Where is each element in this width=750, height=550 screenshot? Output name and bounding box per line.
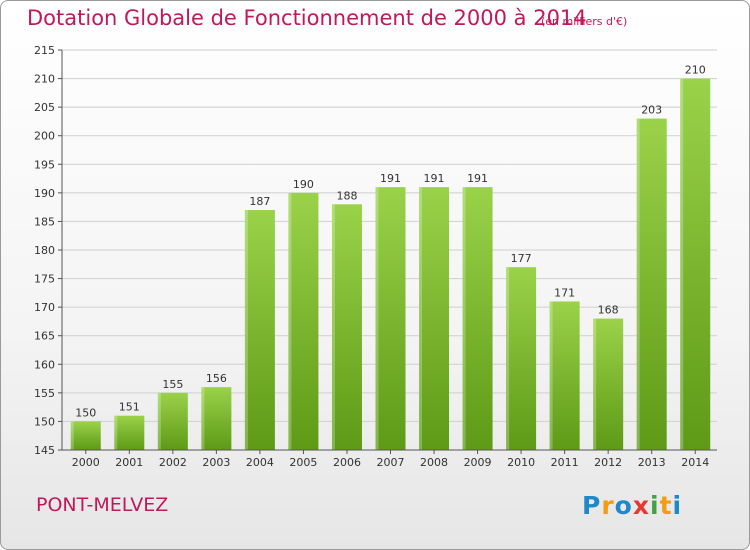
data-label: 177 <box>511 252 532 265</box>
bar-highlight <box>419 187 423 450</box>
bar-highlight <box>70 421 74 450</box>
y-tick-label: 215 <box>34 44 55 57</box>
labels: 145 150 155 160 165 170 175 180 185 190 195 200 205 2… <box>34 44 709 469</box>
x-tick-label: 2006 <box>333 456 361 469</box>
y-tick-label: 180 <box>34 244 55 257</box>
bar <box>201 387 232 450</box>
x-tick-label: 2014 <box>681 456 709 469</box>
chart-title: Dotation Globale de Fonctionnement de 20… <box>27 6 587 30</box>
y-tick-label: 160 <box>34 358 55 371</box>
bar <box>462 187 493 450</box>
bar <box>636 118 667 451</box>
x-tick-label: 2007 <box>377 456 405 469</box>
bar-highlight <box>288 192 292 450</box>
proxiti-logo: Proxiti <box>582 491 682 520</box>
data-label: 150 <box>75 406 96 419</box>
bar <box>331 204 362 450</box>
x-tick-label: 2012 <box>594 456 622 469</box>
y-tick-label: 175 <box>34 273 55 286</box>
y-tick-label: 205 <box>34 101 55 114</box>
bar-highlight <box>506 267 510 450</box>
x-tick-label: 2005 <box>289 456 317 469</box>
data-label: 155 <box>162 378 183 391</box>
bar-highlight <box>375 187 379 450</box>
data-label: 203 <box>641 104 662 117</box>
data-label: 191 <box>424 172 445 185</box>
x-tick-label: 2004 <box>246 456 274 469</box>
bar-highlight <box>593 318 597 450</box>
y-tick-label: 195 <box>34 158 55 171</box>
bar <box>506 267 537 450</box>
bar <box>114 415 145 450</box>
bar <box>549 301 580 450</box>
x-tick-label: 2002 <box>159 456 187 469</box>
bar <box>70 421 101 450</box>
bar-highlight <box>114 415 118 450</box>
y-tick-label: 200 <box>34 130 55 143</box>
bar-highlight <box>636 118 640 451</box>
bar <box>593 318 624 450</box>
bar-highlight <box>549 301 553 450</box>
data-label: 188 <box>336 189 357 202</box>
data-label: 190 <box>293 178 314 191</box>
data-label: 191 <box>380 172 401 185</box>
x-tick-label: 2009 <box>464 456 492 469</box>
y-tick-label: 145 <box>34 444 55 457</box>
y-tick-label: 165 <box>34 330 55 343</box>
commune-name: PONT-MELVEZ <box>36 494 169 516</box>
data-label: 191 <box>467 172 488 185</box>
y-tick-label: 155 <box>34 387 55 400</box>
data-label: 151 <box>119 401 140 414</box>
axes <box>58 49 717 454</box>
bar <box>288 192 319 450</box>
svg-text:Proxiti: Proxiti <box>582 491 682 520</box>
bar <box>419 187 450 450</box>
y-tick-label: 170 <box>34 301 55 314</box>
data-label: 187 <box>249 195 270 208</box>
chart-subtitle: (en milliers d'€) <box>541 15 628 28</box>
data-label: 171 <box>554 286 575 299</box>
y-tick-label: 150 <box>34 415 55 428</box>
bar <box>680 78 711 451</box>
bar-highlight <box>331 204 335 450</box>
bar <box>157 392 188 450</box>
data-label: 168 <box>598 304 619 317</box>
bar-highlight <box>462 187 466 450</box>
y-tick-label: 190 <box>34 187 55 200</box>
bar <box>375 187 406 450</box>
x-tick-label: 2003 <box>202 456 230 469</box>
bars <box>70 78 711 451</box>
x-tick-label: 2008 <box>420 456 448 469</box>
y-tick-label: 185 <box>34 215 55 228</box>
y-tick-label: 210 <box>34 73 55 86</box>
bar <box>244 210 275 450</box>
x-tick-label: 2000 <box>72 456 100 469</box>
x-tick-label: 2011 <box>551 456 579 469</box>
data-label: 156 <box>206 372 227 385</box>
x-tick-label: 2010 <box>507 456 535 469</box>
x-tick-label: 2001 <box>115 456 143 469</box>
x-tick-label: 2013 <box>638 456 666 469</box>
bar-highlight <box>157 392 161 450</box>
data-label: 210 <box>685 64 706 77</box>
bar-highlight <box>244 210 248 450</box>
bar-highlight <box>201 387 205 450</box>
bar-highlight <box>680 78 684 451</box>
